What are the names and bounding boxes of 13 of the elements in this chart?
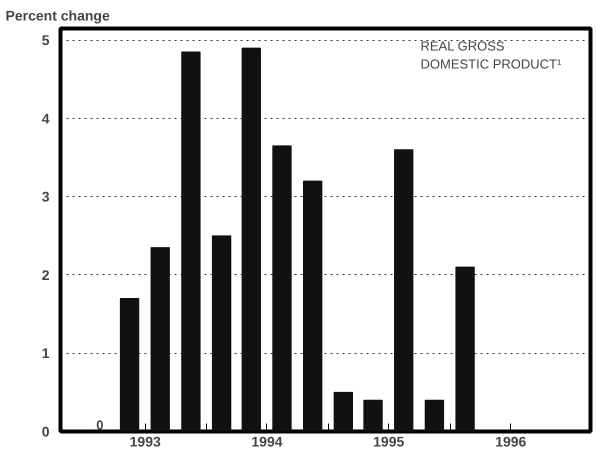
x-tick-label: 1994 (251, 434, 283, 450)
y-tick-label: 0 (42, 424, 50, 440)
x-tick-label: 1995 (373, 434, 404, 450)
y-tick-label: 2 (42, 266, 50, 283)
x-tick-label: 1996 (495, 434, 527, 450)
y-tick-label: 1 (42, 345, 50, 362)
text: REAL GROSS DOMESTIC PRODUCT¹ (420, 38, 562, 72)
y-tick-label: 3 (42, 188, 50, 205)
x-tick-label: 1993 (130, 434, 162, 450)
data-label: 0 (96, 418, 104, 432)
y-tick-label: 4 (42, 110, 50, 126)
y-axis-title: Percent change (6, 8, 110, 24)
y-tick-label: 5 (42, 32, 50, 48)
